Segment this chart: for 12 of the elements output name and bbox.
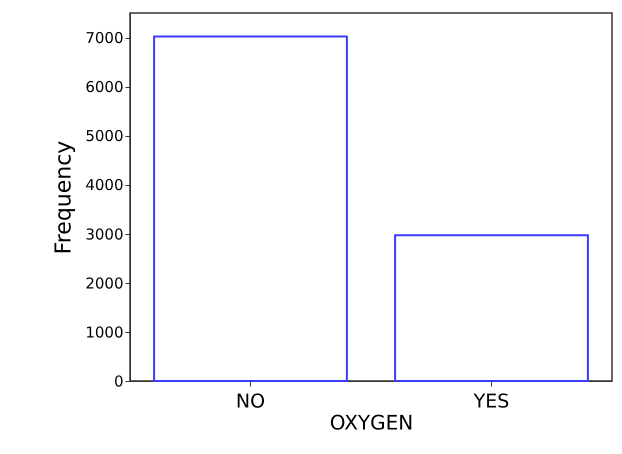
x-axis-title: OXYGEN [330,410,414,434]
y-tick-label: 3000 [85,225,124,244]
y-tick-label: 5000 [85,127,124,146]
x-tick-label: NO [236,390,266,412]
x-tick-label: YES [472,390,510,412]
y-tick-label: 7000 [85,29,124,48]
y-axis-title: Frequency [51,140,76,254]
y-tick-label: 2000 [85,274,124,292]
y-tick-label: 4000 [85,176,124,194]
y-tick-label: 0 [114,372,124,390]
y-tick-label: 6000 [85,78,124,96]
y-tick-label: 1000 [85,323,124,342]
